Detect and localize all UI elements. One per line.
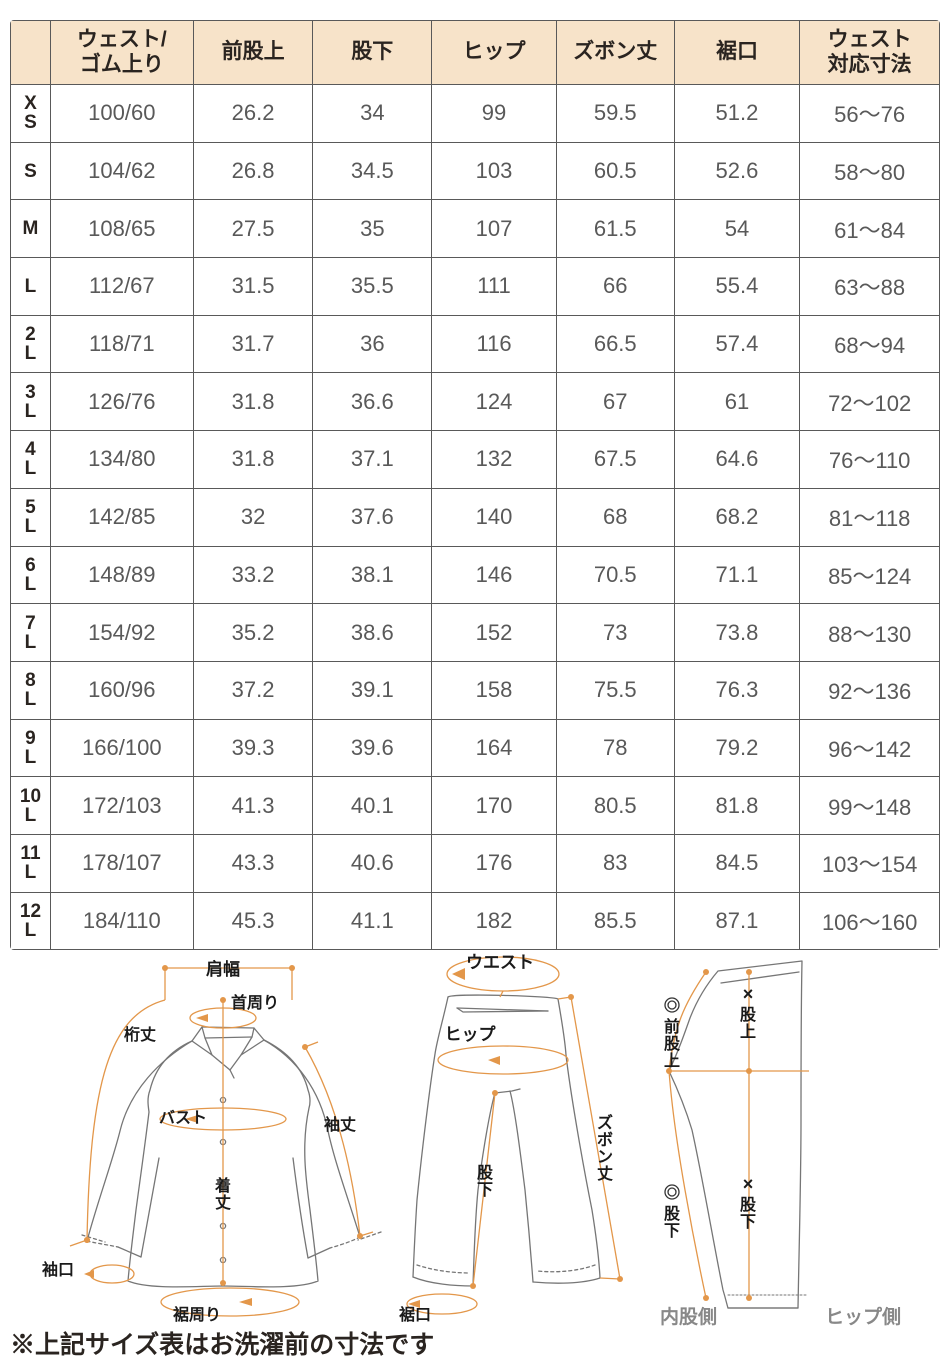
svg-text:前: 前 xyxy=(664,1017,680,1036)
svg-text:上: 上 xyxy=(740,1023,756,1041)
svg-text:下: 下 xyxy=(740,1214,756,1231)
svg-text:×: × xyxy=(743,1174,754,1194)
svg-text:股: 股 xyxy=(664,1205,681,1223)
svg-text:下: 下 xyxy=(664,1223,680,1240)
svg-text:股: 股 xyxy=(740,1006,757,1024)
svg-text:ヒップ側: ヒップ側 xyxy=(825,1305,901,1328)
svg-text:×: × xyxy=(743,984,754,1004)
svg-text:内股側: 内股側 xyxy=(660,1305,717,1328)
svg-text:上: 上 xyxy=(664,1052,680,1070)
svg-text:股: 股 xyxy=(740,1196,757,1214)
svg-text:股: 股 xyxy=(664,1035,681,1053)
